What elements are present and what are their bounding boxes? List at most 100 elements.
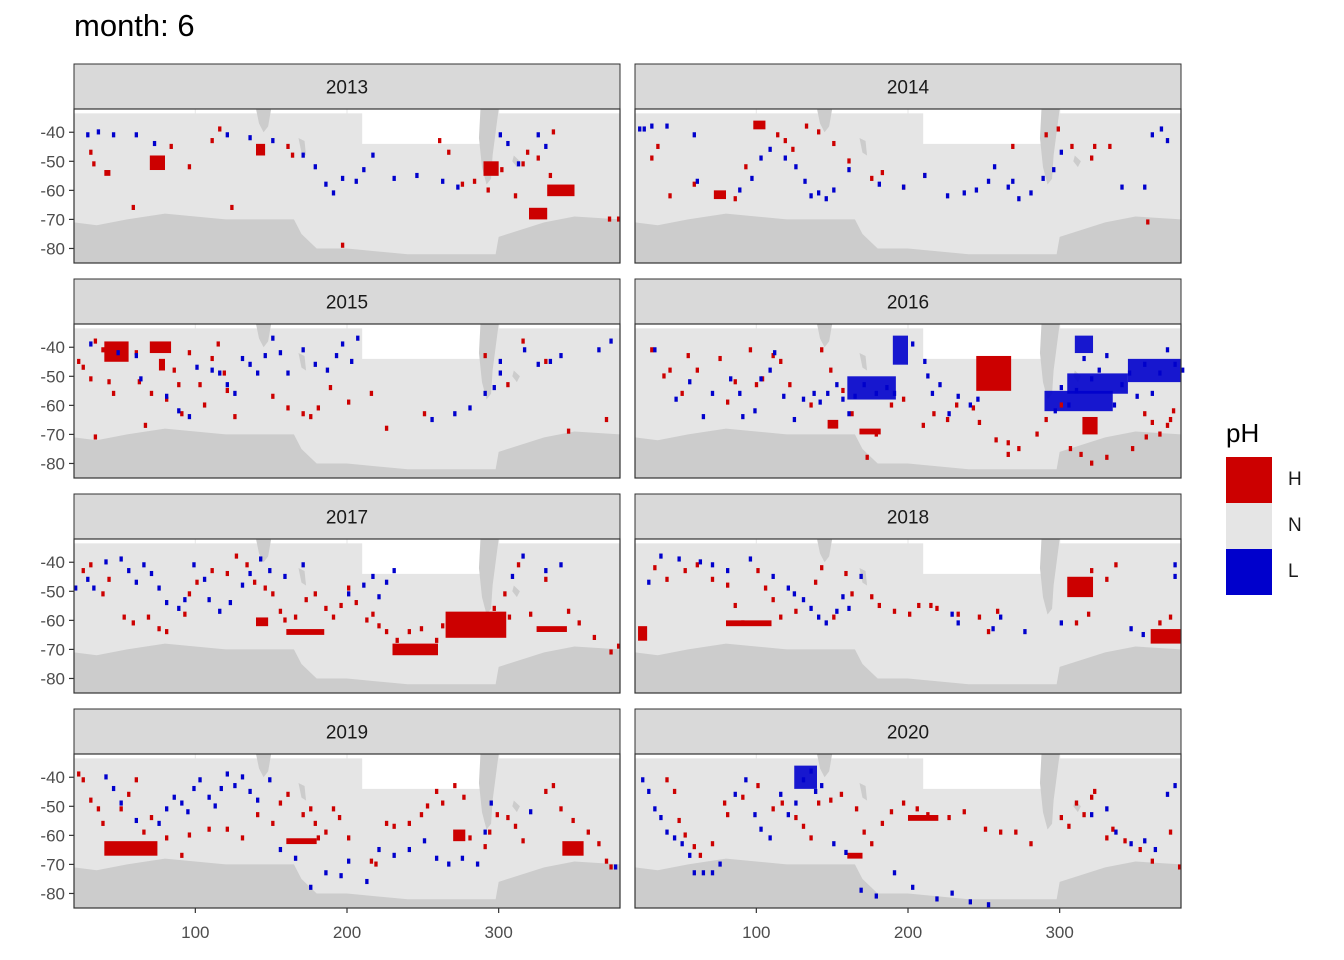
low-ph-cell (750, 175, 754, 181)
low-ph-cell (165, 806, 169, 812)
high-ph-cell (157, 626, 161, 632)
facet-strip-label: 2015 (326, 293, 368, 314)
low-ph-cell (844, 849, 848, 856)
high-ph-cell (122, 614, 126, 620)
high-ph-cell (337, 815, 342, 821)
high-ph-cell (955, 402, 959, 408)
high-ph-cell (354, 600, 358, 606)
high-ph-cell (817, 129, 821, 135)
low-ph-cell (134, 817, 139, 824)
low-ph-cell (498, 358, 503, 364)
high-ph-cell (947, 815, 951, 821)
high-ph-cell (865, 454, 869, 460)
high-ph-cell (309, 806, 313, 812)
low-ph-cell (225, 132, 230, 138)
high-ph-cell (165, 835, 169, 841)
high-ph-cell (1090, 794, 1094, 800)
low-ph-cell (718, 861, 722, 867)
high-ph-cell (371, 611, 375, 617)
low-ph-cell (536, 361, 540, 367)
high-ph-cell (1130, 446, 1135, 452)
high-ph-cell (571, 817, 575, 824)
high-ph-cell (198, 382, 202, 388)
high-ph-cell (1158, 620, 1162, 626)
high-ph-cell (1056, 126, 1060, 132)
land-area (74, 213, 620, 263)
high-ph-cell (1105, 454, 1109, 460)
facet-strip (73, 708, 621, 755)
low-ph-cell (1165, 138, 1170, 144)
low-ph-cell (817, 190, 821, 196)
high-ph-cell (926, 812, 930, 818)
low-ph-cell (976, 396, 980, 402)
low-ph-cell (738, 187, 742, 193)
low-ph-cell (492, 385, 496, 391)
y-tick-label: -60 (40, 826, 65, 845)
high-ph-cell (1168, 829, 1173, 835)
facet-panel: 2015 -40 -50 -60 -70 -80 (40, 278, 621, 479)
high-ph-cell (548, 172, 553, 179)
high-ph-cell (994, 437, 998, 443)
high-ph-cell (662, 373, 666, 379)
high-ph-cell (763, 585, 768, 591)
x-tick-label: 100 (742, 923, 770, 942)
low-ph-cell (792, 591, 797, 597)
low-ph-cell (792, 416, 797, 423)
low-ph-cell (642, 126, 646, 132)
low-ph-cell (460, 855, 465, 861)
y-tick-label: -80 (40, 239, 65, 258)
low-ph-cell (1090, 812, 1094, 818)
low-ph-cell (365, 878, 369, 885)
low-ph-cell (1112, 402, 1117, 408)
low-ph-cell (659, 553, 663, 559)
high-ph-cells (286, 629, 325, 635)
high-ph-cells (547, 184, 575, 197)
high-ph-cell (1114, 562, 1118, 568)
facet-panel: 2019 -40 -50 -60 -70 -80 100 200 300 (40, 708, 621, 942)
legend-label-normal: N (1288, 515, 1302, 536)
y-tick-label: -40 (40, 338, 65, 357)
high-ph-cell (1158, 431, 1162, 437)
low-ph-cell (1023, 629, 1027, 635)
low-ph-cell (259, 556, 263, 562)
low-ph-cell (1011, 178, 1015, 184)
low-ph-cell (165, 600, 169, 606)
high-ph-cell (718, 355, 722, 362)
no-data-area (923, 541, 1042, 574)
high-ph-cells (256, 617, 269, 627)
high-ph-cell (486, 187, 490, 193)
low-ph-cell (271, 138, 275, 144)
high-ph-cell (218, 126, 222, 132)
high-ph-cell (81, 777, 85, 783)
high-ph-cell (983, 826, 988, 832)
high-ph-cell (347, 835, 351, 841)
high-ph-cell (286, 143, 290, 149)
low-ph-cell (456, 184, 460, 190)
high-ph-cell (870, 175, 874, 181)
high-ph-cell (1074, 800, 1079, 806)
low-ph-cell (1082, 355, 1086, 362)
high-ph-cell (89, 562, 93, 568)
high-ph-cell (96, 806, 101, 812)
land-area (256, 754, 272, 778)
low-ph-cell (483, 829, 487, 835)
panel-border (634, 538, 1182, 694)
high-ph-cell (165, 629, 169, 635)
high-ph-cell (1150, 858, 1155, 864)
high-ph-cell (841, 387, 845, 394)
low-ph-cell (832, 841, 836, 847)
low-ph-cell (225, 382, 230, 388)
high-ph-cell (107, 379, 111, 385)
high-ph-cell (1011, 143, 1015, 149)
high-ph-cell (483, 614, 487, 620)
high-ph-cell (180, 411, 184, 417)
low-ph-cell (701, 870, 706, 876)
high-ph-cell (604, 416, 609, 423)
high-ph-cell (111, 390, 116, 396)
high-ph-cell (230, 204, 234, 211)
high-ph-cells (638, 626, 648, 641)
high-ph-cell (339, 602, 343, 609)
y-tick-label: -70 (40, 855, 65, 874)
low-ph-cell (1159, 126, 1164, 132)
low-ph-cell (219, 785, 223, 792)
